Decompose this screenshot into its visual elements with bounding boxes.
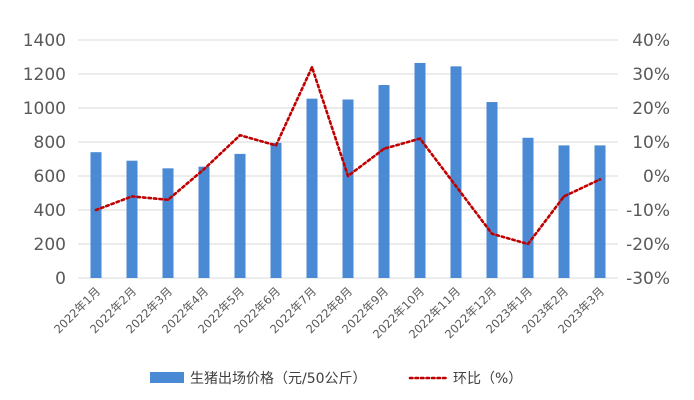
bar [90, 152, 102, 278]
bar [198, 166, 210, 278]
line-point [490, 232, 494, 235]
y-right-tick-label: 30% [632, 65, 670, 85]
bar [270, 142, 282, 278]
line-point [202, 168, 206, 171]
bar [306, 98, 318, 279]
bar [342, 99, 354, 278]
line-point [562, 195, 566, 198]
bar [378, 85, 390, 278]
line-point [346, 174, 350, 178]
legend-swatch-price [150, 372, 184, 383]
y-left-tick-label: 1200 [23, 65, 66, 85]
line-point [526, 242, 530, 246]
line-point [382, 147, 386, 150]
y-left-tick-label: 600 [34, 167, 66, 187]
line-point [454, 185, 458, 188]
y-right-tick-label: 40% [632, 31, 670, 51]
y-left-tick-label: 0 [55, 269, 66, 289]
y-left-tick-label: 200 [34, 235, 66, 255]
line-point [130, 195, 134, 198]
line-point [310, 66, 314, 69]
y-left-tick-label: 1000 [23, 99, 66, 119]
line-point [274, 144, 278, 147]
y-left-tick-label: 1400 [23, 31, 66, 51]
line-point [418, 137, 422, 140]
y-left-tick-label: 800 [34, 133, 66, 153]
line-point [238, 134, 242, 137]
bar [414, 62, 426, 279]
bar [450, 66, 462, 278]
y-right-tick-label: 10% [632, 133, 670, 153]
bar [594, 145, 606, 278]
y-left-tick-label: 400 [34, 201, 66, 221]
bar [522, 137, 534, 278]
bar [162, 168, 174, 278]
bar [486, 102, 498, 278]
y-right-tick-label: -30% [626, 269, 670, 289]
legend-label-price: 生猪出场价格（元/50公斤） [190, 371, 367, 387]
bar [234, 153, 246, 278]
y-right-tick-label: 0% [643, 167, 670, 187]
line-point [94, 208, 98, 212]
bar [126, 160, 138, 278]
legend-label-mom: 环比（%） [453, 371, 522, 387]
y-right-tick-label: -20% [626, 235, 670, 255]
y-right-tick-label: 20% [632, 99, 670, 119]
bar [558, 145, 570, 278]
y-right-tick-label: -10% [626, 201, 670, 221]
line-point [166, 198, 170, 201]
line-point [598, 178, 602, 181]
